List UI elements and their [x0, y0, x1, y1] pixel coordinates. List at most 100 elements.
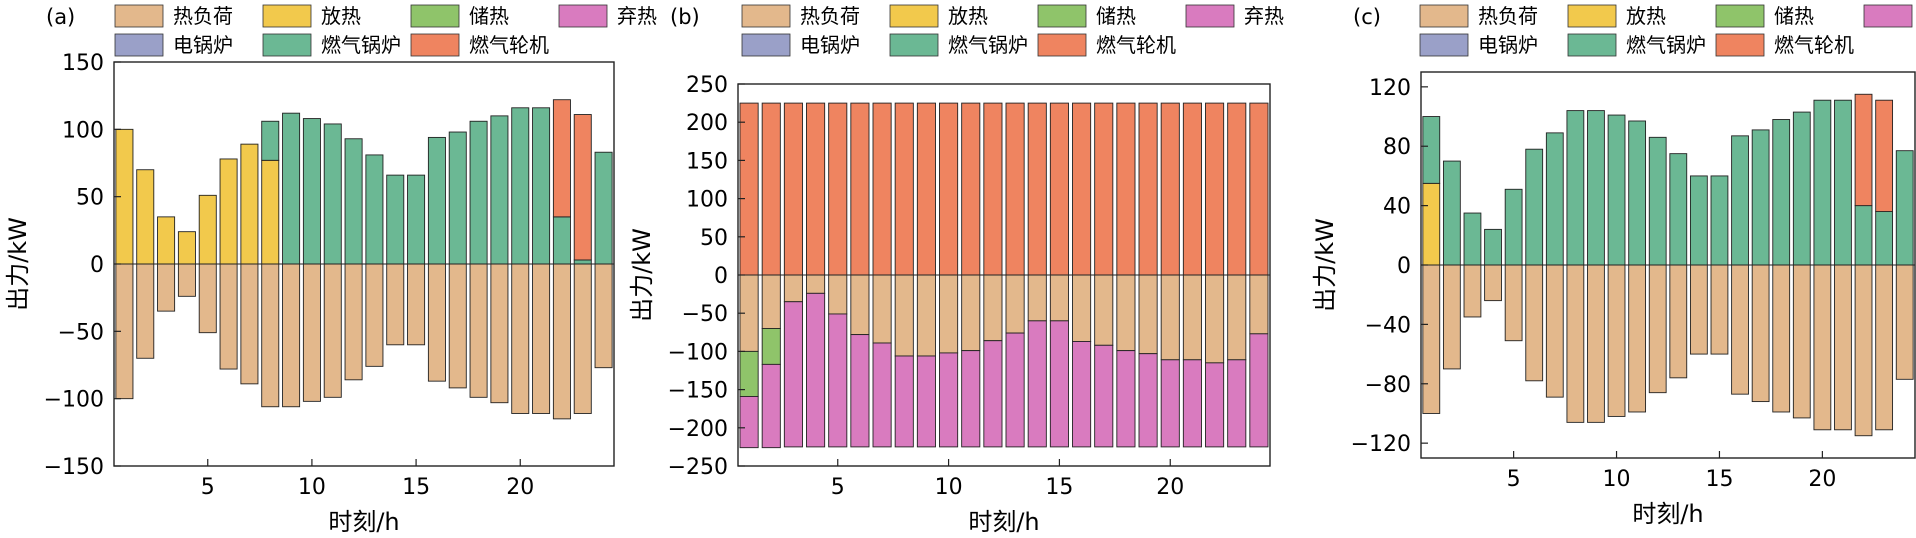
legend-label: 储热 [1774, 4, 1814, 28]
bar [1772, 119, 1791, 266]
x-tick-label: 5 [201, 475, 215, 500]
bar [1422, 264, 1441, 414]
y-tick-label: −40 [1365, 313, 1411, 338]
x-tick-label: 15 [402, 475, 430, 500]
bar [240, 263, 259, 385]
legend-swatch [262, 4, 312, 28]
bar [386, 263, 405, 346]
bar [177, 231, 196, 265]
bar [302, 118, 321, 265]
bar [1027, 320, 1047, 448]
bar [407, 174, 426, 265]
y-tick-label: −150 [668, 379, 728, 404]
bar [1484, 264, 1502, 302]
bar [1463, 264, 1482, 318]
bar [469, 263, 488, 398]
y-tick-label: −200 [668, 417, 728, 442]
bar [1669, 153, 1688, 266]
legend-swatch [410, 4, 460, 28]
legend-label: 热负荷 [173, 4, 233, 28]
bar [552, 263, 571, 420]
bar [1504, 264, 1523, 342]
bar [1566, 264, 1585, 423]
bar [323, 123, 342, 265]
bar [365, 154, 384, 265]
bar [1731, 264, 1749, 395]
bar [1072, 274, 1092, 342]
y-tick-label: 50 [700, 226, 728, 251]
y-tick-label: 200 [686, 111, 728, 136]
legend-label: 燃气锅炉 [1626, 33, 1706, 57]
x-tick-label: 20 [1808, 467, 1836, 492]
legend-swatch [1037, 4, 1087, 28]
y-tick-label: −250 [668, 455, 728, 480]
bar [198, 194, 217, 265]
legend-swatch [558, 4, 608, 28]
bar [1587, 264, 1605, 423]
bar [1205, 274, 1225, 364]
legend-label: 燃气锅炉 [321, 33, 401, 57]
x-tick-label: 20 [1156, 475, 1184, 500]
bar [828, 102, 848, 276]
bar [1005, 274, 1025, 334]
legend-label: 燃气轮机 [1774, 33, 1854, 57]
x-tick-label: 10 [1603, 467, 1631, 492]
legend-label: 燃气轮机 [469, 33, 549, 57]
bar [1205, 362, 1225, 448]
bar [1138, 274, 1158, 355]
legend-swatch [889, 33, 939, 57]
legend-swatch [114, 33, 164, 57]
bar [1094, 344, 1114, 448]
bar [1249, 274, 1269, 335]
legend-label: 燃气轮机 [1096, 33, 1176, 57]
legend-label: 弃热 [617, 4, 657, 28]
bar [240, 143, 259, 265]
bar [1751, 129, 1770, 266]
legend-swatch [741, 33, 791, 57]
bar [573, 114, 592, 261]
bar [1710, 264, 1729, 355]
bar [894, 355, 914, 448]
bar [136, 263, 155, 359]
bar [850, 274, 870, 336]
bar [282, 263, 301, 408]
bar [1628, 120, 1647, 266]
bar [323, 263, 342, 398]
bar [983, 340, 1003, 448]
bar [916, 102, 936, 276]
bar [1648, 264, 1667, 394]
bar [872, 342, 892, 448]
bar [1027, 274, 1047, 322]
bar [261, 263, 280, 408]
legend-swatch [741, 4, 791, 28]
bar [1205, 102, 1225, 276]
bar [552, 216, 571, 265]
legend-label: 放热 [321, 4, 361, 28]
legend-label: 储热 [1096, 4, 1136, 28]
bar [894, 102, 914, 276]
bar [1792, 264, 1811, 419]
bar [1422, 182, 1441, 266]
bar [177, 263, 196, 297]
bar [1772, 264, 1791, 413]
bars [115, 99, 613, 420]
panel-label: (a) [46, 5, 75, 29]
y-tick-label: −80 [1365, 373, 1411, 398]
y-tick-label: 250 [686, 73, 728, 98]
y-tick-label: 80 [1383, 135, 1411, 160]
y-tick-label: −50 [58, 320, 104, 345]
y-tick-label: 100 [62, 118, 104, 143]
legend-label: 热负荷 [800, 4, 860, 28]
legend-swatch [1715, 33, 1765, 57]
bar [1227, 274, 1247, 361]
bar [761, 363, 781, 449]
bar [427, 263, 446, 382]
x-tick-label: 5 [1507, 467, 1521, 492]
legend-label: 电锅炉 [1478, 33, 1538, 57]
bar [219, 263, 238, 370]
bar [1227, 102, 1247, 276]
bar [1895, 264, 1914, 380]
bar [1027, 102, 1047, 276]
bar [1751, 264, 1770, 403]
